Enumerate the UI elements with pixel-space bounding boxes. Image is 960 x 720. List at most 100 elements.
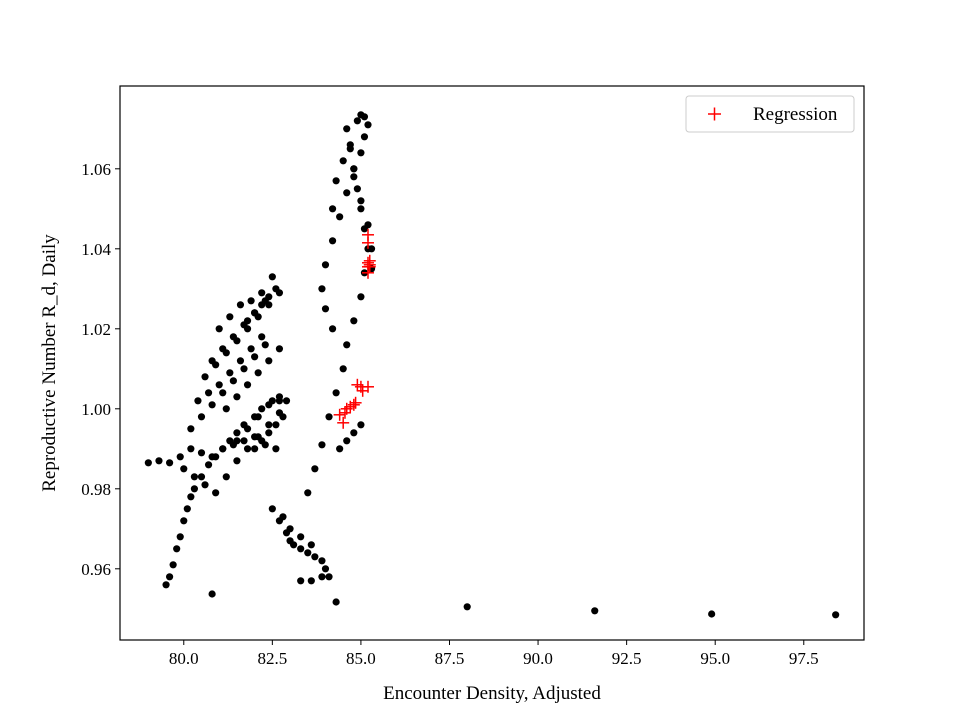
y-tick-label: 1.00 [81,400,111,419]
data-point [332,598,340,606]
data-point [194,397,202,405]
data-point [265,357,273,365]
data-point [321,261,330,269]
x-tick-label: 80.0 [169,649,199,668]
data-point [360,225,369,233]
data-point [251,353,259,361]
data-point [236,357,245,365]
data-point [190,473,198,481]
data-point [328,205,337,213]
regression-point [333,408,346,421]
regression-point [337,416,350,429]
data-point [240,365,248,373]
data-point [162,581,170,589]
data-point [343,437,351,445]
data-point [357,205,365,213]
data-point [290,541,298,549]
y-tick-label: 1.04 [81,240,111,259]
data-point [339,365,347,373]
data-point [304,549,312,557]
data-point [183,505,191,513]
data-point [201,373,209,381]
y-tick-label: 0.98 [81,480,111,499]
data-point [336,213,344,221]
data-point [229,377,237,385]
x-axis-ticks: 80.0 82.5 85.0 87.5 90.0 92.5 95.0 97.5 [169,640,819,668]
data-point [208,357,216,365]
data-point [265,293,273,301]
data-point [357,197,365,205]
data-point [364,121,372,129]
data-point [832,611,840,619]
legend-plus-marker [708,107,721,121]
data-point [357,293,365,301]
data-point [204,389,213,397]
data-point [311,465,319,473]
data-point [591,607,599,615]
data-point [187,445,195,453]
regression-point [362,380,374,393]
data-point [236,301,245,309]
y-tick-label: 1.06 [81,160,111,179]
x-tick-label: 92.5 [612,649,642,668]
data-point [173,545,181,553]
data-point [254,369,262,377]
x-tick-label: 85.0 [346,649,376,668]
x-tick-label: 97.5 [789,649,819,668]
data-point [268,505,276,513]
data-point [318,573,326,581]
data-point [343,125,351,133]
data-point [357,421,365,429]
data-point [357,149,365,157]
legend-box [685,95,855,133]
data-point [265,421,273,429]
data-point [208,453,216,461]
data-point [233,429,241,437]
data-point [222,405,230,413]
data-point [197,473,206,481]
data-point [219,445,227,453]
data-point [197,413,206,421]
data-point [275,397,284,405]
data-point [176,453,184,461]
data-point [353,117,361,125]
data-point [243,381,252,389]
data-point [176,533,184,541]
data-point [180,465,188,473]
data-point [297,577,305,585]
data-point [311,553,319,561]
data-point [166,573,174,581]
x-axis-label: Encounter Density, Adjusted [383,683,601,704]
legend-label-regression: Regression [753,104,838,125]
data-point [219,345,227,353]
data-point [275,345,284,353]
data-point [243,425,252,433]
data-point [336,445,344,453]
data-point [463,603,471,611]
data-point [201,481,209,489]
data-point [219,389,227,397]
regression-point [347,398,360,411]
data-point [318,557,326,565]
x-tick-label: 90.0 [523,649,553,668]
data-point [197,449,206,457]
data-point [325,413,333,421]
data-point [332,177,340,185]
regression-point [363,260,376,273]
data-point [297,533,305,541]
data-point [251,309,259,317]
data-point [346,145,354,153]
data-point [229,333,237,341]
data-point [350,317,358,325]
data-point [155,457,163,465]
data-point [247,297,255,305]
data-point [708,610,716,618]
data-point [350,165,358,173]
data-point [169,561,177,569]
y-tick-label: 1.02 [81,320,111,339]
data-point [332,389,340,397]
data-point [279,513,287,521]
data-point [258,301,266,309]
data-point [251,445,259,453]
data-point [272,421,280,429]
